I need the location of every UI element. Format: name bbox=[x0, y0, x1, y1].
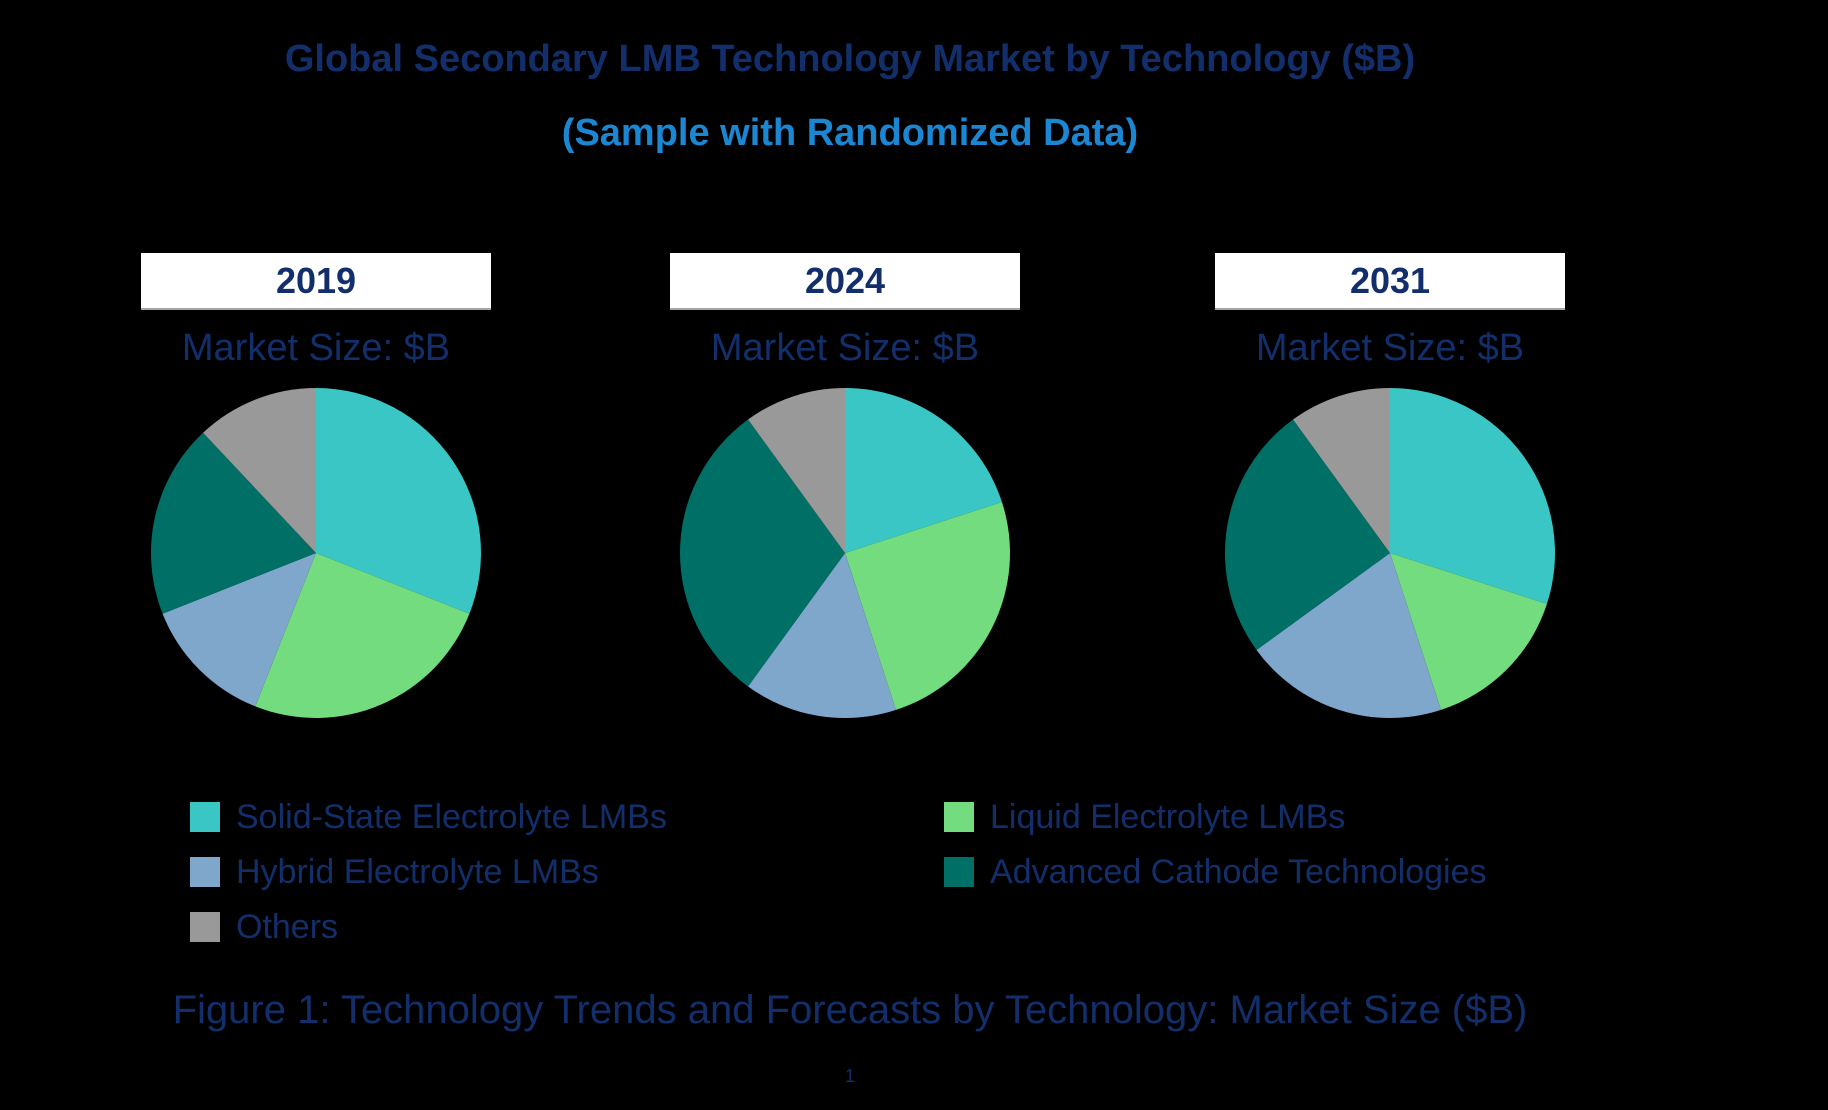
pie-chart-2024 bbox=[680, 388, 1010, 718]
pie-slice-liquid-electrolyte-lmbs bbox=[1390, 553, 1547, 710]
legend-label-advanced-cathode: Advanced Cathode Technologies bbox=[990, 853, 1487, 891]
legend-label-solid-state: Solid-State Electrolyte LMBs bbox=[236, 798, 667, 836]
legend-column-left: Solid-State Electrolyte LMBs Hybrid Elec… bbox=[190, 798, 667, 967]
chart-subtitle: (Sample with Randomized Data) bbox=[561, 112, 1139, 154]
legend-item-liquid: Liquid Electrolyte LMBs bbox=[944, 798, 1487, 836]
pie-slice-liquid-electrolyte-lmbs bbox=[845, 502, 1010, 710]
pie-slice-hybrid-electrolyte-lmbs bbox=[748, 553, 896, 718]
pie-slice-others bbox=[748, 388, 845, 553]
pie-chart-2031 bbox=[1225, 388, 1555, 718]
legend-swatch-others bbox=[190, 912, 220, 942]
legend-label-others: Others bbox=[236, 908, 339, 946]
legend-label-liquid: Liquid Electrolyte LMBs bbox=[990, 798, 1346, 836]
year-label-2031: 2031 bbox=[1215, 253, 1565, 310]
pie-slice-others bbox=[203, 388, 316, 553]
pie-slice-solid-state-electrolyte-lmbs bbox=[1390, 388, 1555, 604]
year-label-2024: 2024 bbox=[670, 253, 1020, 310]
pie-slice-advanced-cathode-technologies bbox=[151, 432, 316, 614]
pie-slice-advanced-cathode-technologies bbox=[680, 419, 845, 687]
legend-item-others: Others bbox=[190, 908, 667, 946]
pie-slice-others bbox=[1293, 388, 1390, 553]
pie-slice-solid-state-electrolyte-lmbs bbox=[845, 388, 1002, 553]
panel-2024: 2024 Market Size: $B bbox=[665, 253, 1025, 733]
pie-slice-liquid-electrolyte-lmbs bbox=[255, 553, 470, 718]
legend-item-hybrid: Hybrid Electrolyte LMBs bbox=[190, 853, 667, 891]
pie-slice-solid-state-electrolyte-lmbs bbox=[316, 388, 481, 614]
panel-2019: 2019 Market Size: $B bbox=[136, 253, 496, 733]
legend-swatch-hybrid bbox=[190, 857, 220, 887]
panel-2031: 2031 Market Size: $B bbox=[1210, 253, 1570, 733]
page-number: 1 bbox=[844, 1066, 855, 1086]
legend-item-advanced-cathode: Advanced Cathode Technologies bbox=[944, 853, 1487, 891]
market-size-label-2031: Market Size: $B bbox=[1255, 327, 1525, 369]
pie-slice-hybrid-electrolyte-lmbs bbox=[1256, 553, 1441, 718]
pie-slice-hybrid-electrolyte-lmbs bbox=[162, 553, 316, 707]
legend-swatch-advanced-cathode bbox=[944, 857, 974, 887]
legend-swatch-liquid bbox=[944, 802, 974, 832]
pie-chart-2019 bbox=[151, 388, 481, 718]
chart-title: Global Secondary LMB Technology Market b… bbox=[284, 38, 1416, 80]
legend-label-hybrid: Hybrid Electrolyte LMBs bbox=[236, 853, 599, 891]
market-size-label-2019: Market Size: $B bbox=[181, 327, 451, 369]
figure-caption: Figure 1: Technology Trends and Forecast… bbox=[172, 988, 1528, 1032]
market-size-label-2024: Market Size: $B bbox=[710, 327, 980, 369]
legend-item-solid-state: Solid-State Electrolyte LMBs bbox=[190, 798, 667, 836]
year-label-2019: 2019 bbox=[141, 253, 491, 310]
legend-column-right: Liquid Electrolyte LMBs Advanced Cathode… bbox=[944, 798, 1487, 912]
pie-slice-advanced-cathode-technologies bbox=[1225, 419, 1390, 650]
legend-swatch-solid-state bbox=[190, 802, 220, 832]
